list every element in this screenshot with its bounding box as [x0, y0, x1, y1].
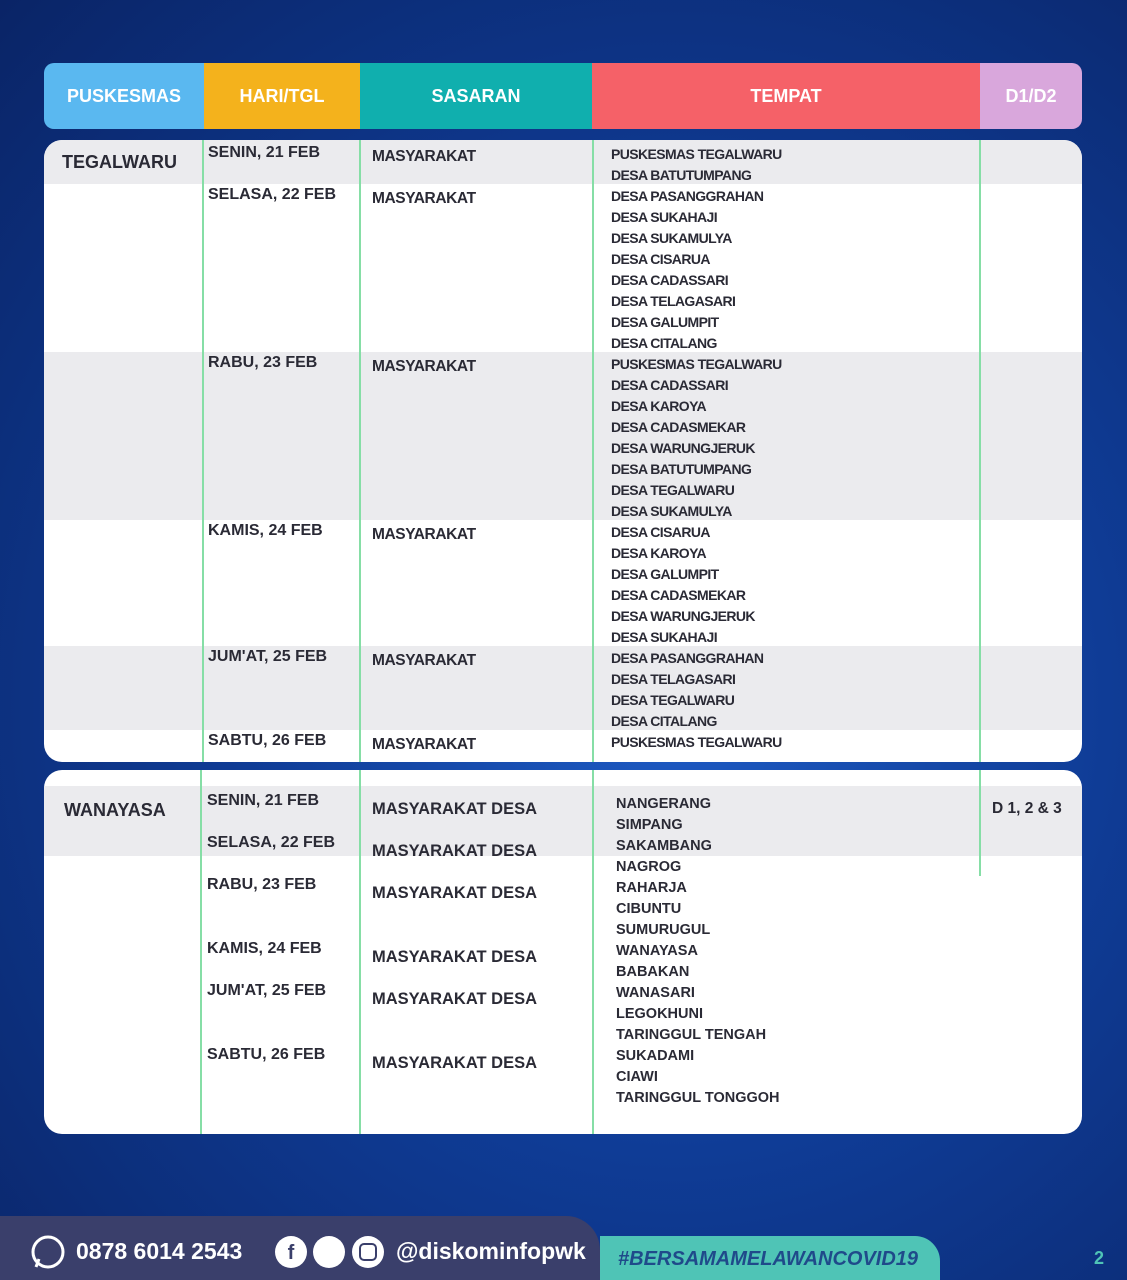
place: DESA CISARUA: [611, 251, 710, 267]
column-line: [592, 140, 594, 762]
row-shade: [44, 786, 1082, 856]
day: RABU, 23 FEB: [207, 876, 317, 893]
place: PUSKESMAS TEGALWARU: [611, 734, 782, 750]
column-line: [979, 770, 981, 876]
target: MASYARAKAT DESA: [372, 1054, 538, 1072]
place: LEGOKHUNI: [616, 1006, 703, 1022]
place: TARINGGUL TENGAH: [616, 1027, 767, 1043]
place: CIBUNTU: [616, 901, 682, 917]
phone: 0878 6014 2543: [76, 1238, 243, 1264]
place: DESA TEGALWARU: [611, 482, 735, 498]
page-number: 2: [1094, 1248, 1105, 1268]
day: JUM'AT, 25 FEB: [208, 648, 328, 665]
place: DESA WARUNGJERUK: [611, 440, 756, 456]
place: WANASARI: [616, 985, 695, 1001]
place: DESA WARUNGJERUK: [611, 608, 756, 624]
place: DESA CADASSARI: [611, 272, 729, 288]
place: RAHARJA: [616, 880, 687, 896]
column-line: [359, 140, 361, 762]
place: DESA SUKAMULYA: [611, 503, 732, 519]
target: MASYARAKAT DESA: [372, 948, 538, 966]
day: SABTU, 26 FEB: [207, 1046, 326, 1063]
day: RABU, 23 FEB: [208, 354, 318, 371]
place: DESA KAROYA: [611, 398, 707, 414]
place: DESA TEGALWARU: [611, 692, 735, 708]
place: DESA GALUMPIT: [611, 314, 719, 330]
puskesmas: TEGALWARU: [62, 152, 177, 172]
place: DESA BATUTUMPANG: [611, 167, 752, 183]
place: DESA TELAGASARI: [611, 293, 736, 309]
day: SABTU, 26 FEB: [208, 732, 327, 749]
target: MASYARAKAT: [372, 526, 476, 543]
hashtag-bar: [600, 1236, 940, 1280]
svg-text:f: f: [288, 1242, 295, 1264]
place: DESA GALUMPIT: [611, 566, 719, 582]
header-cell: TEMPAT: [592, 63, 980, 129]
header-cell: D1/D2: [980, 63, 1082, 129]
target: MASYARAKAT: [372, 190, 476, 207]
column-line: [202, 140, 204, 762]
target: MASYARAKAT: [372, 148, 476, 165]
place: SIMPANG: [616, 817, 683, 833]
puskesmas: WANAYASA: [64, 800, 166, 820]
place: DESA PASANGGRAHAN: [611, 188, 764, 204]
social-icons: f: [275, 1236, 384, 1268]
section-tegalwaru: SENIN, 21 FEB MASYARAKAT PUSKESMAS TEGALWA…: [44, 140, 1082, 762]
place: PUSKESMAS TEGALWARU: [611, 356, 782, 372]
place: DESA CITALANG: [611, 335, 717, 351]
place: NANGERANG: [616, 796, 712, 812]
target: MASYARAKAT DESA: [372, 800, 538, 818]
place: CIAWI: [616, 1069, 658, 1085]
place: DESA BATUTUMPANG: [611, 461, 752, 477]
header-cell: SASARAN: [360, 63, 592, 129]
target: MASYARAKAT: [372, 736, 476, 753]
place: SUMURUGUL: [616, 922, 711, 938]
place: PUSKESMAS TEGALWARU: [611, 146, 782, 162]
column-line: [592, 770, 594, 1134]
day: JUM'AT, 25 FEB: [207, 982, 327, 999]
place: DESA CISARUA: [611, 524, 710, 540]
dose: D 1, 2 & 3: [992, 800, 1062, 817]
place: BABAKAN: [616, 964, 690, 980]
place: NAGROG: [616, 859, 682, 875]
target: MASYARAKAT DESA: [372, 884, 538, 902]
place: DESA PASANGGRAHAN: [611, 650, 764, 666]
place: SUKADAMI: [616, 1048, 695, 1064]
place: WANAYASA: [616, 943, 698, 959]
target: MASYARAKAT: [372, 652, 476, 669]
day: KAMIS, 24 FEB: [207, 940, 322, 957]
whatsapp-icon: [31, 1235, 65, 1269]
section-wanayasa: WANAYASA SENIN, 21 FEB MASYARAKAT DESA SELA…: [44, 770, 1082, 1134]
column-line: [979, 140, 981, 762]
day: KAMIS, 24 FEB: [208, 522, 323, 539]
column-line: [200, 770, 202, 1134]
place: DESA SUKAHAJI: [611, 629, 718, 645]
day: SENIN, 21 FEB: [207, 792, 320, 809]
handle: @diskominfopwk: [396, 1238, 586, 1264]
place: DESA CADASMEKAR: [611, 419, 746, 435]
row-shade: [44, 646, 1082, 730]
day: SENIN, 21 FEB: [208, 144, 321, 161]
place: DESA SUKAMULYA: [611, 230, 732, 246]
place: DESA KAROYA: [611, 545, 707, 561]
target: MASYARAKAT DESA: [372, 990, 538, 1008]
place: DESA SUKAHAJI: [611, 209, 718, 225]
row-shade: [44, 352, 1082, 520]
place: DESA CITALANG: [611, 713, 717, 729]
day: SELASA, 22 FEB: [207, 834, 336, 851]
place: TARINGGUL TONGGOH: [616, 1090, 780, 1106]
header-cell: PUSKESMAS: [44, 63, 204, 129]
place: DESA CADASMEKAR: [611, 587, 746, 603]
hashtag: #BERSAMAMELAWANCOVID19: [618, 1248, 919, 1270]
place: DESA CADASSARI: [611, 377, 729, 393]
row-shade: [44, 140, 1082, 184]
target: MASYARAKAT: [372, 358, 476, 375]
column-line: [359, 770, 361, 1134]
day: SELASA, 22 FEB: [208, 186, 337, 203]
place: DESA TELAGASARI: [611, 671, 736, 687]
target: MASYARAKAT DESA: [372, 842, 538, 860]
header-cell: HARI/TGL: [204, 63, 360, 129]
place: SAKAMBANG: [616, 838, 712, 854]
